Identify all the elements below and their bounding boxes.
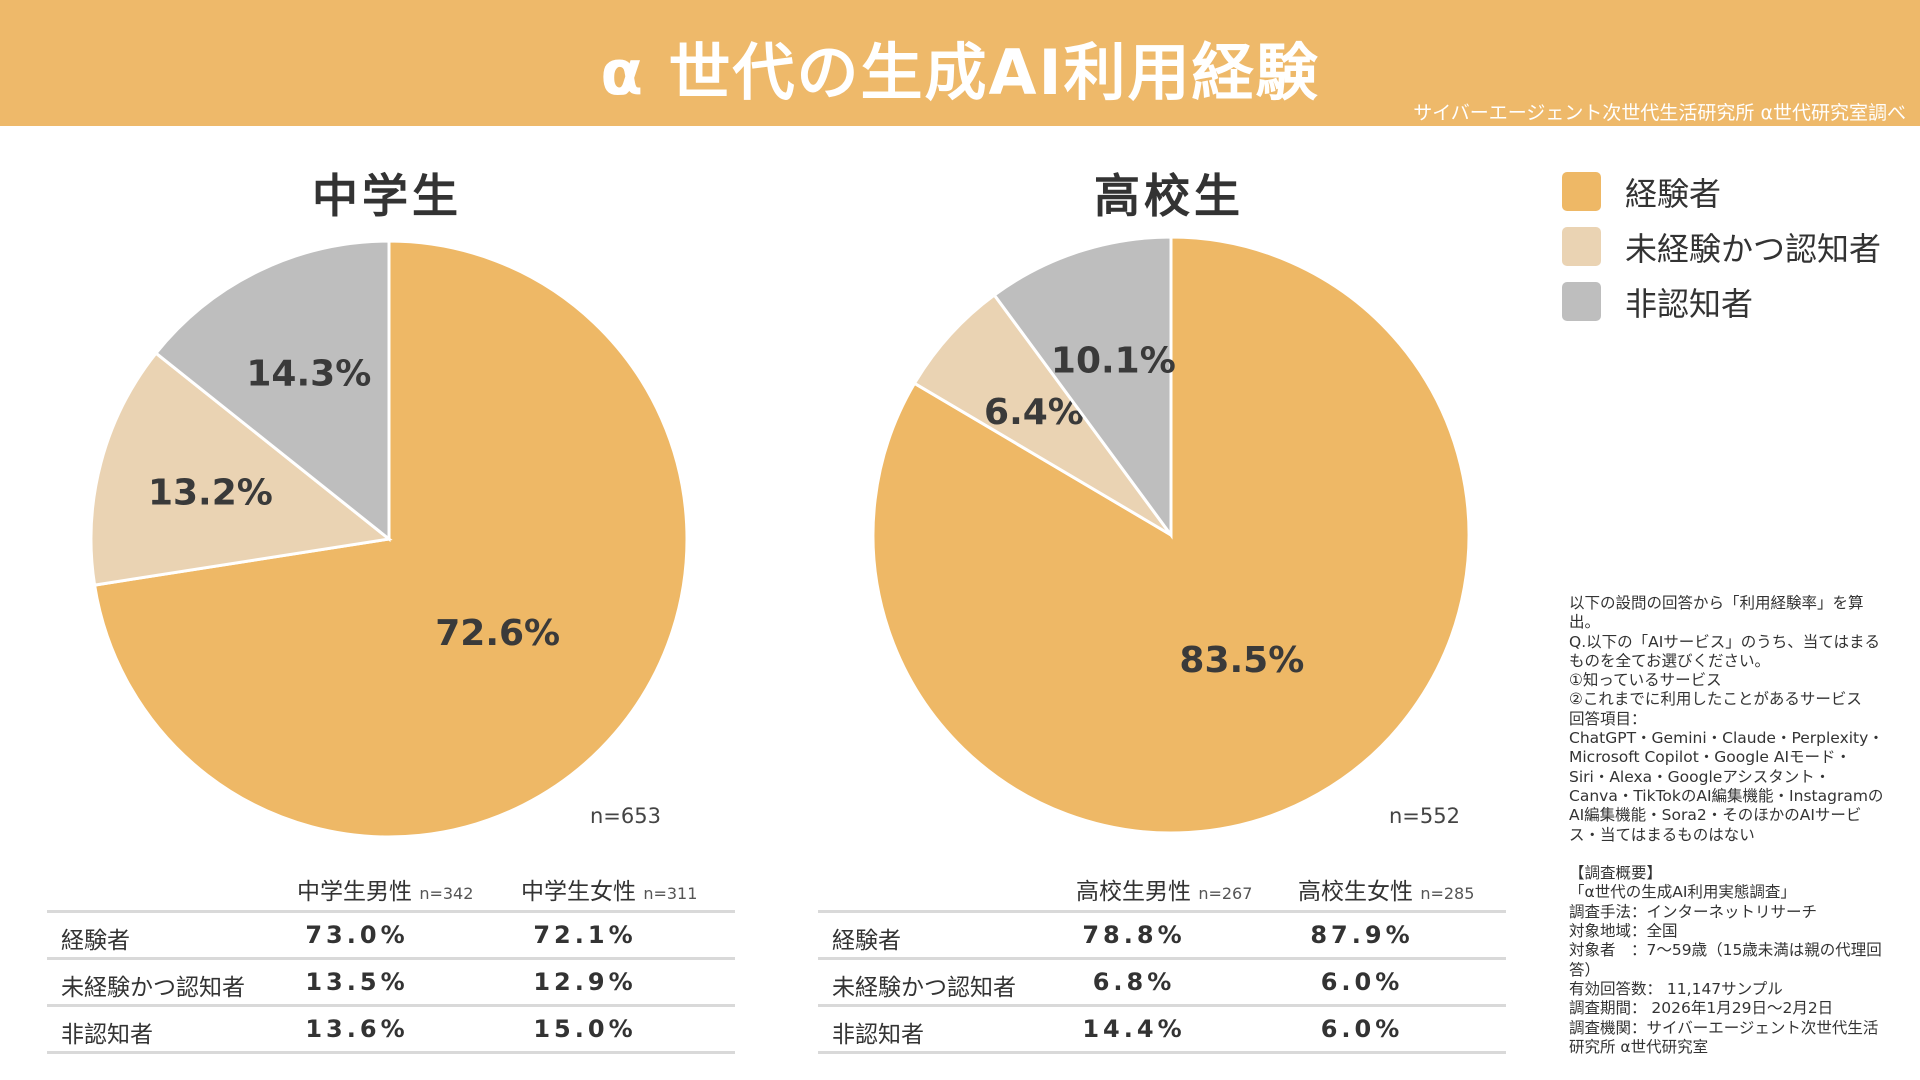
legend-item-unaware: 非認知者 [1562, 274, 1881, 329]
legend-swatch [1562, 172, 1601, 211]
pie-data-label: 6.4% [984, 392, 1084, 433]
table-row: 非認知者 14.4% 6.0% [818, 1004, 1506, 1054]
pie-data-label: 72.6% [435, 613, 560, 654]
legend-swatch [1562, 282, 1601, 321]
sample-size-high-school: n=552 [1389, 804, 1460, 828]
pie-data-label: 83.5% [1179, 640, 1304, 681]
legend-label: 非認知者 [1625, 284, 1754, 323]
pie-slice-unaware [153, 239, 391, 543]
table-junior-high: 中学生男性 n=342 中学生女性 n=311 経験者 73.0% 72.1% 未経… [47, 870, 735, 1054]
credit-text: サイバーエージェント次世代生活研究所 α世代研究室調べ [1413, 102, 1906, 124]
column-header: 高校生男性 n=267 [1076, 879, 1253, 905]
table-row: 未経験かつ認知者 13.5% 12.9% [47, 957, 735, 1004]
legend-item-aware: 未経験かつ認知者 [1562, 219, 1881, 274]
sample-size-junior-high: n=653 [590, 804, 661, 828]
legend-label: 経験者 [1625, 174, 1722, 213]
table-high-school: 高校生男性 n=267 高校生女性 n=285 経験者 78.8% 87.9% 未経… [818, 870, 1506, 1054]
pie-slice-experienced [871, 235, 1471, 835]
chart-title-high-school: 高校生 [1094, 169, 1244, 223]
pie-slice-unaware [992, 235, 1173, 540]
chart-title-junior-high: 中学生 [312, 169, 462, 223]
header-banner: α 世代の生成AI利用経験 サイバーエージェント次世代生活研究所 α世代研究室調… [0, 0, 1920, 126]
legend: 経験者 未経験かつ認知者 非認知者 [1562, 164, 1881, 329]
pie-data-label: 10.1% [1051, 340, 1176, 381]
pie-slice-aware [912, 292, 1173, 537]
page-title: α 世代の生成AI利用経験 [600, 36, 1320, 109]
survey-notes: 以下の設問の回答から「利用経験率」を算出。 Q.以下の「AIサービス」のうち、当… [1569, 594, 1884, 1056]
table-row: 未経験かつ認知者 6.8% 6.0% [818, 957, 1506, 1004]
table-header: 中学生男性 n=342 中学生女性 n=311 [47, 870, 735, 910]
column-header: 高校生女性 n=285 [1298, 879, 1475, 905]
column-header: 中学生女性 n=311 [521, 879, 698, 905]
pie-data-label: 13.2% [148, 473, 273, 514]
pie-slice-aware [89, 351, 393, 587]
column-header: 中学生男性 n=342 [297, 879, 474, 905]
table-row: 経験者 78.8% 87.9% [818, 910, 1506, 957]
legend-label: 未経験かつ認知者 [1625, 229, 1882, 268]
legend-item-experienced: 経験者 [1562, 164, 1881, 219]
table-row: 経験者 73.0% 72.1% [47, 910, 735, 957]
pie-data-label: 14.3% [246, 354, 371, 395]
legend-swatch [1562, 227, 1601, 266]
table-row: 非認知者 13.6% 15.0% [47, 1004, 735, 1054]
table-header: 高校生男性 n=267 高校生女性 n=285 [818, 870, 1506, 910]
